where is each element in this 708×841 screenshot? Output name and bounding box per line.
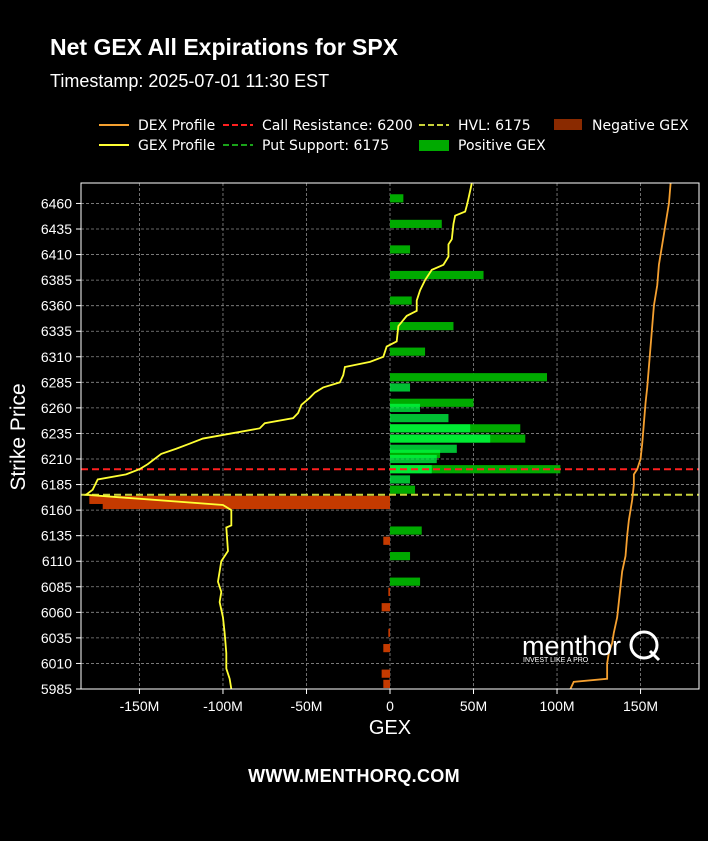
y-tick-label: 5985 xyxy=(41,681,72,697)
watermark-tagline: INVEST LIKE A PRO xyxy=(523,657,589,664)
y-tick-label: 6035 xyxy=(41,630,72,646)
footer-url: WWW.MENTHORQ.COM xyxy=(248,766,460,786)
positive-gex-bar xyxy=(390,454,437,464)
positive-gex-bar xyxy=(390,444,457,453)
y-tick-label: 6410 xyxy=(41,247,72,263)
positive-gex-bar xyxy=(390,270,484,280)
positive-gex-bar xyxy=(390,347,426,356)
y-tick-label: 6210 xyxy=(41,451,72,467)
y-tick-label: 6085 xyxy=(41,579,72,595)
y-tick-label: 6185 xyxy=(41,477,72,493)
legend-negative-swatch xyxy=(554,119,582,130)
positive-gex-bar xyxy=(390,219,442,228)
positive-gex-bar xyxy=(390,322,454,331)
negative-gex-bar xyxy=(383,536,390,545)
watermark-brand: menthor xyxy=(522,631,621,661)
chart-title: Net GEX All Expirations for SPX xyxy=(50,34,399,60)
legend-put-support-label: Put Support: 6175 xyxy=(262,138,389,154)
y-tick-label: 6135 xyxy=(41,528,72,544)
watermark-q-tail xyxy=(648,649,661,662)
dex-profile-line xyxy=(569,183,672,689)
negative-gex-bar xyxy=(388,587,390,596)
gex-profile-line xyxy=(83,183,473,689)
positive-gex-bar xyxy=(390,552,411,561)
positive-gex-bar xyxy=(390,424,471,433)
x-tick-label: 150M xyxy=(623,698,658,714)
positive-gex-bar xyxy=(390,434,491,443)
legend-hvl-label: HVL: 6175 xyxy=(458,118,531,134)
y-tick-label: 6285 xyxy=(41,374,72,390)
positive-gex-bar xyxy=(390,296,412,305)
watermark-q-icon xyxy=(629,630,659,660)
y-tick-label: 6160 xyxy=(41,502,72,518)
legend: DEX Profile GEX Profile Call Resistance:… xyxy=(99,118,689,154)
plot-area: -150M -100M -50M 0 50M 100M 150M 5985 6010 6035 60… xyxy=(41,182,700,714)
negative-gex-bar xyxy=(388,628,390,637)
negative-gex-bar xyxy=(383,679,390,688)
positive-gex-bar xyxy=(390,465,432,474)
negative-gex-bar xyxy=(383,644,390,653)
y-tick-label: 6110 xyxy=(42,553,72,569)
negative-gex-bar xyxy=(102,500,391,510)
legend-gex-label: GEX Profile xyxy=(138,138,215,154)
positive-gex-bar xyxy=(390,403,421,412)
y-tick-label: 6360 xyxy=(41,298,72,314)
positive-gex-bar xyxy=(390,414,449,423)
y-tick-label: 6260 xyxy=(41,400,72,416)
y-tick-label: 6235 xyxy=(41,425,72,441)
y-tick-label: 6335 xyxy=(41,323,72,339)
legend-positive-swatch xyxy=(419,140,449,151)
positive-gex-bar xyxy=(390,373,548,382)
y-tick-label: 6060 xyxy=(41,604,72,620)
y-tick-label: 6435 xyxy=(41,221,72,237)
positive-gex-bar xyxy=(390,245,411,254)
positive-gex-bar xyxy=(390,383,411,392)
positive-gex-bar xyxy=(390,194,404,203)
negative-gex-bar xyxy=(89,495,390,504)
positive-gex-bar xyxy=(390,398,474,407)
profile-lines xyxy=(83,183,672,689)
y-tick-label: 6010 xyxy=(41,655,72,671)
positive-gex-bar xyxy=(390,485,416,494)
x-axis-label: GEX xyxy=(369,717,411,739)
positive-gex-bar xyxy=(390,465,561,474)
x-tick-label: -50M xyxy=(291,698,323,714)
chart-timestamp: Timestamp: 2025-07-01 11:30 EST xyxy=(50,71,330,91)
bars-group xyxy=(89,194,561,688)
legend-call-resistance-label: Call Resistance: 6200 xyxy=(262,118,413,134)
menthor-watermark: menthor INVEST LIKE A PRO xyxy=(522,630,661,664)
x-tick-label: -150M xyxy=(120,698,160,714)
y-tick-label: 6385 xyxy=(41,272,72,288)
positive-gex-bar xyxy=(390,449,441,458)
legend-negative-label: Negative GEX xyxy=(592,118,689,134)
positive-gex-bar xyxy=(390,577,421,586)
y-axis-label: Strike Price xyxy=(7,383,30,490)
x-tick-label: -100M xyxy=(203,698,243,714)
positive-gex-bar xyxy=(390,526,422,535)
negative-gex-bar xyxy=(381,669,390,678)
legend-positive-label: Positive GEX xyxy=(458,138,546,154)
positive-gex-bar xyxy=(390,475,411,484)
y-tick-label: 6460 xyxy=(41,195,72,211)
negative-gex-bar xyxy=(381,603,390,612)
y-tick-label: 6310 xyxy=(41,349,72,365)
x-tick-label: 0 xyxy=(386,698,394,714)
legend-dex-label: DEX Profile xyxy=(138,118,215,134)
x-tick-label: 100M xyxy=(540,698,575,714)
x-tick-label: 50M xyxy=(460,698,487,714)
